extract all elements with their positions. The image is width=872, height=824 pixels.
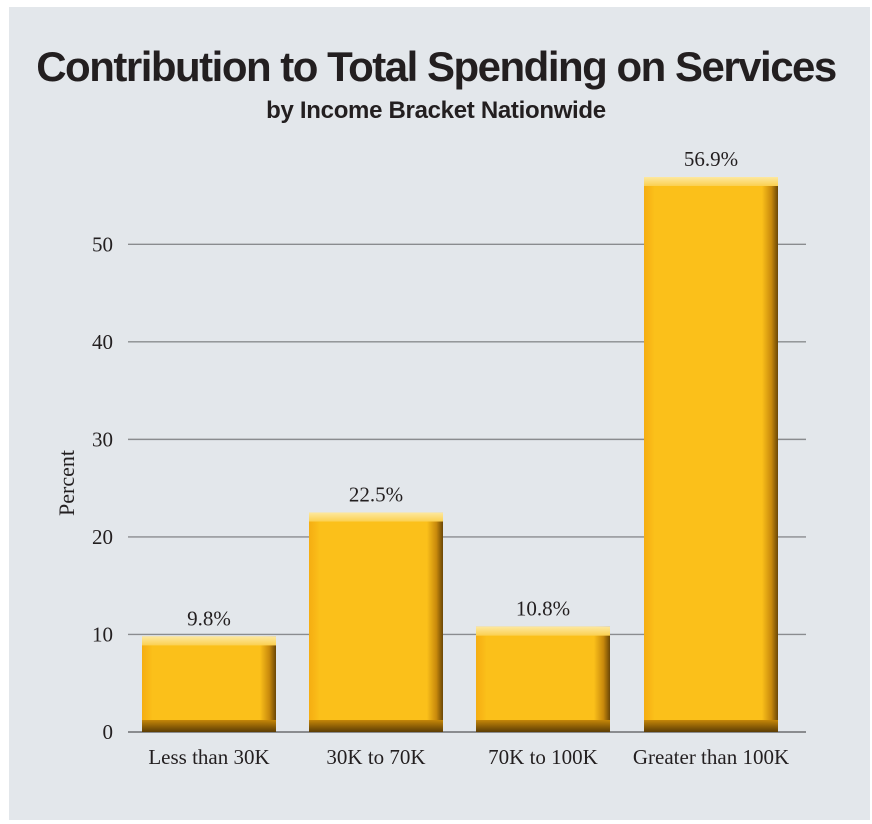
x-category-label: 30K to 70K — [326, 745, 425, 769]
bar-top-bevel — [644, 177, 778, 186]
bar-body — [142, 636, 276, 732]
bar-bottom-bevel — [142, 720, 276, 732]
data-label: 10.8% — [516, 597, 570, 621]
chart-title: Contribution to Total Spending on Servic… — [36, 43, 837, 90]
bar-bottom-bevel — [309, 720, 443, 732]
bar-top-bevel — [142, 636, 276, 646]
y-tick-label: 20 — [92, 525, 113, 549]
x-category-label: 70K to 100K — [488, 745, 598, 769]
data-label: 22.5% — [349, 483, 403, 507]
bar-top-bevel — [476, 626, 610, 636]
bar — [644, 177, 778, 732]
y-tick-label: 10 — [92, 622, 113, 646]
y-tick-label: 40 — [92, 330, 113, 354]
bar-body — [644, 177, 778, 732]
data-label: 56.9% — [684, 147, 738, 171]
bar — [309, 512, 443, 732]
x-category-label: Less than 30K — [148, 745, 269, 769]
bar-top-bevel — [309, 512, 443, 522]
y-tick-label: 30 — [92, 427, 113, 451]
bar-bottom-bevel — [644, 720, 778, 732]
chart-subtitle: by Income Bracket Nationwide — [266, 97, 606, 124]
data-label: 9.8% — [187, 606, 231, 630]
y-axis-label: Percent — [54, 450, 79, 516]
bar — [142, 636, 276, 732]
bar-body — [476, 626, 610, 732]
y-tick-label: 50 — [92, 232, 113, 256]
x-category-label: Greater than 100K — [633, 745, 789, 769]
bar-bottom-bevel — [476, 720, 610, 732]
bar-body — [309, 512, 443, 732]
y-tick-label: 0 — [103, 720, 114, 744]
bar — [476, 626, 610, 732]
